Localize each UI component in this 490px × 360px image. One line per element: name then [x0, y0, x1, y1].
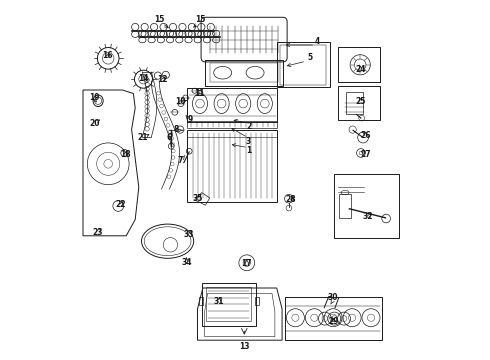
Text: 19: 19: [89, 94, 100, 103]
Bar: [210, 63, 278, 82]
Text: 28: 28: [286, 195, 296, 204]
Bar: [334, 174, 399, 238]
Text: 11: 11: [194, 89, 204, 98]
Text: 7: 7: [177, 156, 183, 165]
Text: 33: 33: [184, 230, 195, 239]
Text: 14: 14: [138, 74, 149, 83]
Bar: [338, 86, 380, 120]
Bar: [206, 287, 251, 321]
Text: 12: 12: [157, 76, 168, 85]
Bar: [339, 194, 351, 218]
Bar: [187, 121, 277, 128]
Text: 29: 29: [328, 317, 339, 325]
Text: 3: 3: [246, 137, 251, 146]
Text: 24: 24: [356, 65, 366, 74]
Text: 15: 15: [195, 15, 205, 24]
Text: 34: 34: [181, 258, 192, 266]
Text: 2: 2: [246, 122, 251, 131]
Text: 20: 20: [89, 119, 100, 128]
Bar: [285, 297, 382, 340]
Text: 31: 31: [214, 297, 224, 306]
Text: 25: 25: [356, 97, 366, 106]
Text: 16: 16: [102, 51, 113, 60]
Bar: [346, 92, 363, 114]
Text: 6: 6: [167, 133, 172, 142]
Bar: [255, 297, 259, 305]
Bar: [187, 88, 277, 122]
Bar: [277, 42, 330, 87]
Text: 22: 22: [116, 200, 126, 209]
Text: 4: 4: [315, 37, 319, 46]
Text: 32: 32: [363, 212, 373, 221]
Bar: [280, 45, 326, 85]
Text: 10: 10: [175, 97, 185, 106]
Bar: [199, 297, 202, 305]
Bar: [187, 130, 277, 202]
Text: 23: 23: [92, 228, 102, 237]
Text: 26: 26: [360, 131, 371, 140]
Text: 1: 1: [246, 146, 251, 155]
Text: 27: 27: [360, 150, 371, 159]
Text: 17: 17: [242, 259, 252, 268]
Bar: [338, 47, 380, 82]
Text: 15: 15: [154, 15, 165, 24]
Text: 13: 13: [239, 342, 249, 351]
Text: 5: 5: [307, 53, 312, 62]
Text: 21: 21: [137, 133, 147, 142]
Text: 9: 9: [188, 115, 193, 124]
Text: 18: 18: [120, 150, 131, 159]
Bar: [205, 60, 283, 86]
Text: 8: 8: [174, 125, 179, 134]
Bar: [202, 283, 256, 326]
Text: 35: 35: [192, 194, 203, 203]
Text: 30: 30: [328, 292, 339, 302]
